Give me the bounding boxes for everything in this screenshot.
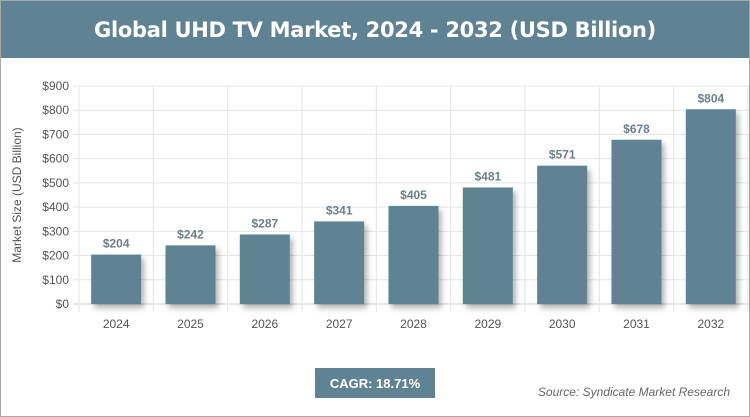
bar-2026 <box>239 234 290 304</box>
y-tick-label: $400 <box>42 200 69 214</box>
x-tick-label: 2024 <box>103 317 130 331</box>
data-label: $481 <box>474 169 501 183</box>
x-tick-label: 2031 <box>623 317 650 331</box>
y-tick-label: $500 <box>42 176 69 190</box>
source-note: Source: Syndicate Market Research <box>537 385 730 399</box>
bar-2027 <box>314 221 365 304</box>
data-label: $804 <box>697 91 724 105</box>
x-tick-label: 2025 <box>177 317 204 331</box>
bar-2024 <box>91 254 142 304</box>
bar-2029 <box>462 187 513 304</box>
x-tick-label: 2030 <box>549 317 576 331</box>
x-tick-label: 2032 <box>697 317 724 331</box>
x-tick-label: 2026 <box>251 317 278 331</box>
x-tick-label: 2029 <box>474 317 501 331</box>
y-tick-label: $0 <box>56 297 70 311</box>
data-label: $678 <box>623 122 650 136</box>
chart-title: Global UHD TV Market, 2024 - 2032 (USD B… <box>1 1 749 58</box>
y-tick-label: $200 <box>42 249 69 263</box>
x-tick-label: 2027 <box>326 317 353 331</box>
x-tick-label: 2028 <box>400 317 427 331</box>
data-label: $341 <box>326 203 353 217</box>
y-tick-label: $300 <box>42 224 69 238</box>
data-label: $204 <box>103 237 130 251</box>
data-label: $405 <box>400 188 427 202</box>
bar-2030 <box>537 165 588 304</box>
data-label: $242 <box>177 227 204 241</box>
y-axis-label: Market Size (USD Billion) <box>10 127 24 262</box>
y-tick-label: $800 <box>42 103 69 117</box>
data-label: $571 <box>549 148 576 162</box>
bar-2028 <box>388 205 439 304</box>
y-tick-label: $600 <box>42 152 69 166</box>
bar-2031 <box>611 139 662 304</box>
y-tick-label: $900 <box>42 79 69 93</box>
data-label: $287 <box>251 216 278 230</box>
bar-2032 <box>685 109 736 305</box>
cagr-badge: CAGR: 18.71% <box>315 368 435 398</box>
y-tick-label: $100 <box>42 273 69 287</box>
y-tick-label: $700 <box>42 127 69 141</box>
bar-2025 <box>165 245 216 304</box>
